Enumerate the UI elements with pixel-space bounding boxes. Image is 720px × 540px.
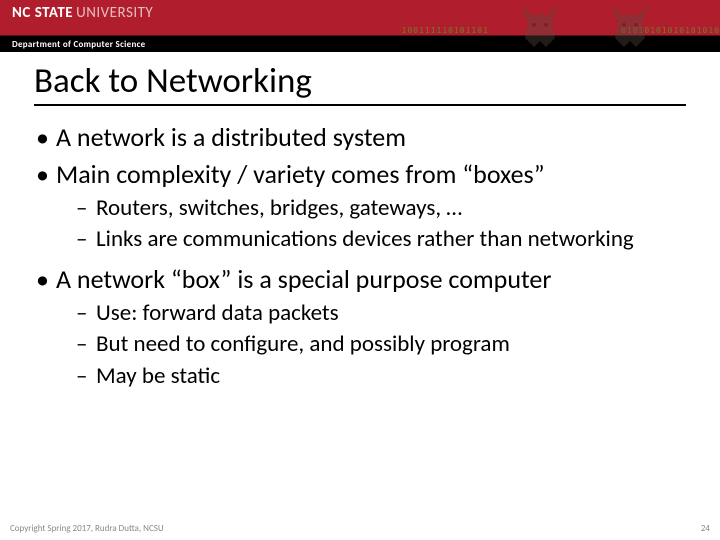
- bullet-l2: But need to configure, and possibly prog…: [56, 331, 686, 358]
- bullet-list-l2: Use: forward data packets But need to co…: [56, 300, 686, 389]
- bullet-l1: A network is a distributed system: [34, 122, 686, 153]
- university-logo-text: NC STATEUNIVERSITY: [12, 4, 153, 22]
- university-name-thin: UNIVERSITY: [76, 4, 153, 22]
- university-name-bold: NC STATE: [12, 4, 73, 22]
- header-band: NC STATEUNIVERSITY Department of Compute…: [0, 0, 720, 52]
- binary-text-left: 10100111110101101: [400, 26, 489, 35]
- wolf-icon: [510, 0, 570, 52]
- bullet-l1: A network “box” is a special purpose com…: [34, 264, 686, 390]
- bullet-list-l1: A network is a distributed system Main c…: [34, 122, 686, 390]
- page-number: 24: [701, 523, 710, 534]
- bullet-l2: Links are communications devices rather …: [56, 226, 686, 253]
- slide-title: Back to Networking: [34, 60, 686, 106]
- department-bar: Department of Computer Science: [0, 36, 146, 52]
- wolf-icon: [600, 0, 660, 52]
- bullet-l2: Routers, switches, bridges, gateways, …: [56, 195, 686, 222]
- slide: NC STATEUNIVERSITY Department of Compute…: [0, 0, 720, 540]
- bullet-text: A network “box” is a special purpose com…: [56, 263, 551, 295]
- slide-content: Back to Networking A network is a distri…: [0, 52, 720, 390]
- wolf-graphics: 10100111110101101 01010101010101010: [400, 0, 720, 52]
- department-name: Department of Computer Science: [0, 39, 146, 50]
- bullet-text: A network is a distributed system: [56, 121, 406, 153]
- bullet-l2: Use: forward data packets: [56, 300, 686, 327]
- bullet-l2: May be static: [56, 363, 686, 390]
- copyright-text: Copyright Spring 2017, Rudra Dutta, NCSU: [10, 523, 164, 534]
- bullet-list-l2: Routers, switches, bridges, gateways, … …: [56, 195, 686, 253]
- bullet-l1: Main complexity / variety comes from “bo…: [34, 159, 686, 254]
- bullet-text: Main complexity / variety comes from “bo…: [56, 158, 545, 190]
- slide-footer: Copyright Spring 2017, Rudra Dutta, NCSU…: [10, 523, 710, 534]
